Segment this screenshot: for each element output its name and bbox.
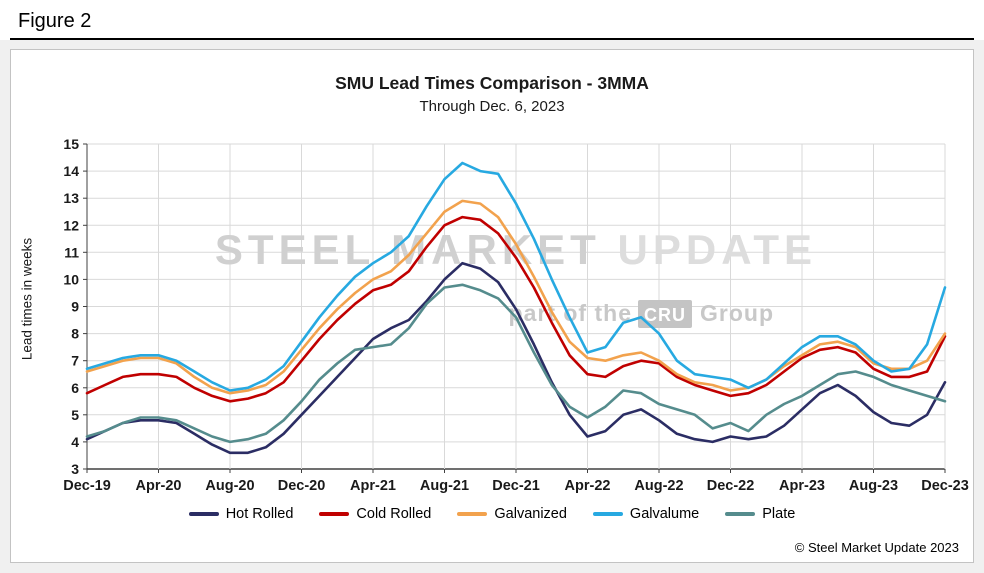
y-tick-label: 6 <box>71 380 79 396</box>
chart-panel: SMU Lead Times Comparison - 3MMA Through… <box>10 49 974 563</box>
x-tick-label: Dec-22 <box>707 478 755 494</box>
svg-text:STEEL MARKET UPDATE: STEEL MARKET UPDATE <box>215 226 817 273</box>
x-tick-label: Aug-22 <box>634 478 683 494</box>
legend-label-plate: Plate <box>762 506 796 522</box>
y-tick-label: 5 <box>71 407 79 423</box>
legend-label-cold-rolled: Cold Rolled <box>356 506 432 522</box>
y-tick-label: 9 <box>71 299 79 315</box>
line-chart: 3 4 5 6 7 8 9 10 11 12 13 14 15 Dec-19 Apr-20 Aug-20 Dec… <box>63 136 969 494</box>
y-axis-title: Lead times in weeks <box>11 128 43 500</box>
x-tick-label: Aug-21 <box>420 478 469 494</box>
series-plate <box>85 283 947 444</box>
x-tick-label: Dec-23 <box>921 478 969 494</box>
legend-label-galvanized: Galvanized <box>494 506 567 522</box>
legend-swatch-galvanized <box>457 512 488 516</box>
series-hot-rolled <box>85 261 947 455</box>
copyright: © Steel Market Update 2023 <box>794 540 959 555</box>
legend-item-cold-rolled: Cold Rolled <box>319 506 431 522</box>
legend-label-galvalume: Galvalume <box>629 506 700 522</box>
y-tick-label: 4 <box>71 434 79 450</box>
legend-swatch-galvalume <box>592 512 623 516</box>
svg-text:CRU: CRU <box>644 305 686 325</box>
figure-label: Figure 2 <box>18 10 92 32</box>
legend-swatch-plate <box>725 512 756 516</box>
x-tick-label: Apr-23 <box>779 478 825 494</box>
header-rule <box>10 38 974 40</box>
x-tick-label: Dec-21 <box>492 478 540 494</box>
x-tick-label: Dec-20 <box>278 478 326 494</box>
legend: Hot Rolled Cold Rolled Galvanized Galvalume… <box>11 506 973 522</box>
x-tick-label: Apr-21 <box>350 478 396 494</box>
y-tick-label: 7 <box>71 353 79 369</box>
legend-label-hot-rolled: Hot Rolled <box>225 506 294 522</box>
legend-swatch-cold-rolled <box>319 512 350 516</box>
plot-row: Lead times in weeks 3 4 5 6 7 8 9 10 11 12 13 14 15 D… <box>11 128 973 500</box>
cru-badge <box>638 300 692 328</box>
legend-item-plate: Plate <box>725 506 795 522</box>
series-galvalume <box>85 161 947 392</box>
watermark: STEEL MARKET UPDATE part of the CRU Group <box>215 226 817 328</box>
legend-item-hot-rolled: Hot Rolled <box>188 506 294 522</box>
canvas-area: SMU Lead Times Comparison - 3MMA Through… <box>0 40 984 573</box>
y-tick-label: 10 <box>63 271 79 287</box>
series-cold-rolled <box>85 215 947 403</box>
legend-item-galvalume: Galvalume <box>592 506 700 522</box>
y-tick-label: 12 <box>63 217 79 233</box>
series-galvanized <box>85 199 947 395</box>
y-tick-label: 8 <box>71 326 79 342</box>
chart-subtitle: Through Dec. 6, 2023 <box>419 98 565 115</box>
svg-text:Group: Group <box>700 300 774 326</box>
y-tick-label: 15 <box>63 136 79 152</box>
legend-item-galvanized: Galvanized <box>457 506 567 522</box>
x-tick-label: Aug-23 <box>849 478 898 494</box>
y-tick-label: 13 <box>63 190 79 206</box>
legend-swatch-hot-rolled <box>188 512 219 516</box>
x-tick-label: Aug-20 <box>205 478 254 494</box>
y-axis-title-text: Lead times in weeks <box>19 237 35 361</box>
svg-text:part of the: part of the <box>509 300 632 326</box>
x-tick-label: Dec-19 <box>63 478 111 494</box>
x-tick-label: Apr-22 <box>565 478 611 494</box>
y-tick-label: 14 <box>63 163 79 179</box>
y-tick-label: 3 <box>71 461 79 477</box>
y-tick-label: 11 <box>64 244 79 260</box>
x-tick-label: Apr-20 <box>136 478 182 494</box>
chart-title: SMU Lead Times Comparison - 3MMA <box>335 73 649 93</box>
figure-header: Figure 2 <box>0 0 984 40</box>
